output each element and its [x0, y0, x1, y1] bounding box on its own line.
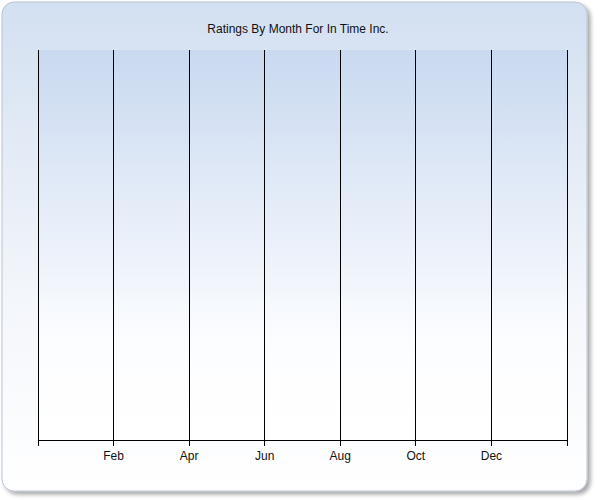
chart-title: Ratings By Month For In Time Inc.	[207, 22, 388, 36]
tick-mark	[415, 440, 416, 446]
grid-line	[567, 50, 568, 440]
plot-area	[38, 50, 567, 440]
tick-label: Feb	[103, 449, 124, 463]
grid-line	[340, 50, 341, 440]
tick-label: Aug	[330, 449, 351, 463]
grid-line	[113, 50, 114, 440]
tick-mark	[189, 440, 190, 446]
tick-mark	[113, 440, 114, 446]
chart-container: Ratings By Month For In Time Inc. Feb Apr J…	[0, 0, 600, 500]
tick-label: Dec	[481, 449, 502, 463]
tick-mark	[264, 440, 265, 446]
chart-frame	[2, 2, 587, 491]
tick-label: Apr	[180, 449, 199, 463]
grid-line	[415, 50, 416, 440]
grid-line	[491, 50, 492, 440]
tick-mark	[491, 440, 492, 446]
grid-line	[264, 50, 265, 440]
tick-label: Jun	[255, 449, 274, 463]
tick-mark	[567, 440, 568, 446]
tick-label: Oct	[407, 449, 426, 463]
grid-line	[189, 50, 190, 440]
x-axis	[38, 440, 567, 441]
tick-mark	[38, 440, 39, 446]
tick-mark	[340, 440, 341, 446]
chart-svg: Ratings By Month For In Time Inc. Feb Apr J…	[0, 0, 600, 500]
grid-line	[38, 50, 39, 440]
